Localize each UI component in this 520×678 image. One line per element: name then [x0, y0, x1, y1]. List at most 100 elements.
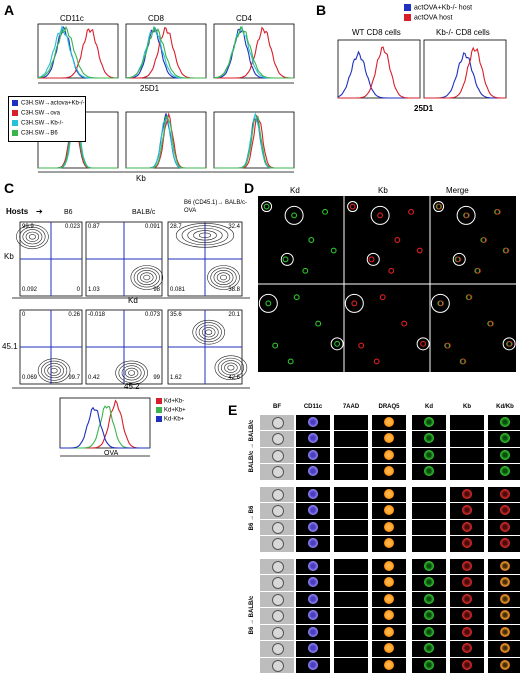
panel-e-image-cell: [296, 558, 330, 574]
panel-e-cell-signal: [500, 593, 510, 604]
panel-c-hist-xlabel: OVA: [104, 450, 119, 457]
panel-c-contour-ring: [124, 367, 139, 379]
panel-a-hist-line: [213, 25, 294, 79]
panel-d-cell: [293, 294, 300, 301]
legend-text: actOVA+Kb-/- host: [414, 4, 473, 12]
panel-e-cell-signal: [308, 643, 318, 654]
panel-e-image-cell: [260, 486, 294, 502]
panel-e-image-cell: [488, 486, 520, 502]
panel-e-cell-signal: [308, 521, 318, 532]
panel-e-cell-signal: [308, 449, 318, 460]
panel-e-cell-signal: [424, 466, 434, 477]
panel-e-image-cell: [450, 486, 484, 502]
panel-d-cell: [416, 247, 423, 254]
panel-e-label: E: [228, 402, 238, 418]
panel-e-image-cell: [450, 447, 484, 463]
panel-d-cell: [401, 320, 408, 327]
panel-c-contour-ring: [40, 360, 68, 381]
panel-e-image-cell: [334, 575, 368, 591]
panel-e-image-cell: [412, 464, 446, 480]
panel-c-quadrant-value: 0.073: [144, 312, 160, 318]
panel-e-cell-signal: [384, 449, 394, 460]
panel-e-image-cell: [450, 431, 484, 447]
panel-d-highlight-circle: [330, 337, 344, 351]
panel-d-highlight-circle: [430, 293, 450, 313]
panel-e-image-cell: [412, 641, 446, 657]
panel-e-image-cell: [372, 591, 406, 607]
panel-a-legend-item: C3H.SW→Kb-/-: [12, 120, 63, 127]
panel-e-image-cell: [488, 519, 520, 535]
legend-swatch: [404, 4, 411, 11]
panel-d-highlight-circle: [258, 293, 278, 313]
panel-e-image-cell: [334, 447, 368, 463]
panel-e-image-cell: [412, 558, 446, 574]
panel-e-cell-signal: [272, 593, 284, 606]
panel-d-cell: [358, 342, 365, 349]
panel-d-highlight-circle: [347, 201, 359, 213]
panel-c-contour-ring: [47, 365, 61, 376]
panel-e-image-cell: [450, 575, 484, 591]
panel-a-legend-item: C3H.SW→ova: [12, 110, 60, 117]
panel-c-title-chimera: B6 (CD45.1)→ BALB/c-OVA: [184, 200, 248, 214]
panel-e-image-cell: [334, 414, 368, 430]
panel-c-quadrant-value: 1.03: [88, 287, 100, 293]
legend-swatch: [12, 130, 18, 136]
panel-d-highlight-circle: [284, 205, 304, 225]
panel-e-cell-signal: [462, 577, 472, 588]
panel-e-cell-signal: [424, 626, 434, 637]
panel-a-hist-line: [214, 26, 294, 79]
panel-e-cell-signal: [462, 560, 472, 571]
panel-e-cell-signal: [462, 643, 472, 654]
panel-e-image-cell: [334, 657, 368, 673]
panel-e-image-cell: [412, 591, 446, 607]
panel-e-image-cell: [334, 431, 368, 447]
panel-c-quadrant-value: 99.7: [68, 375, 80, 381]
panel-b-title-wt: WT CD8 cells: [352, 28, 401, 37]
panel-e-cell-signal: [308, 416, 318, 427]
panel-c-contour-ring: [227, 365, 235, 371]
panel-e-col-title: CD11c: [303, 404, 323, 410]
panel-c-quadrant-value: 32.4: [228, 224, 240, 230]
panel-e-image-cell: [450, 464, 484, 480]
panel-c-contour-ring: [16, 224, 49, 250]
panel-c-contour-ring: [198, 324, 219, 340]
panel-d-cell: [322, 208, 329, 215]
panel-a-legend: C3H.SW→actova+Kb-/- C3H.SW→ova C3H.SW→Kb-/…: [8, 96, 86, 142]
panel-e-image-cell: [450, 641, 484, 657]
panel-e-image-cell: [488, 414, 520, 430]
panel-e-image-cell: [488, 447, 520, 463]
panel-d-highlight-circle: [433, 201, 445, 213]
panel-c-title-b6: B6: [64, 209, 73, 216]
panel-e-image-cell: [412, 431, 446, 447]
legend-text: C3H.SW→B6: [21, 130, 58, 137]
panel-d-cell-red: [481, 237, 487, 243]
legend-text: C3H.SW→ova: [21, 110, 61, 117]
legend-swatch: [404, 14, 411, 21]
panel-a-frame: [213, 111, 295, 169]
panel-c-contour-ring: [220, 274, 228, 281]
panel-e-cell-signal: [424, 449, 434, 460]
panel-e-image-cell: [372, 558, 406, 574]
panel-e-image-cell: [296, 536, 330, 552]
panel-e-image-cell: [372, 519, 406, 535]
panel-d-highlight-circle: [370, 205, 390, 225]
panel-c-hist-blue: [60, 406, 150, 449]
panel-e-image-cell: [260, 414, 294, 430]
panel-d-cell: [265, 300, 272, 307]
panel-c-contour-ring: [143, 274, 151, 281]
panel-c-quadrant-value: 99: [153, 375, 160, 381]
panel-e-image-cell: [372, 464, 406, 480]
panel-c-quadrant-value: 99.9: [22, 224, 34, 230]
panel-c-contour-ring: [181, 225, 229, 246]
panel-e-cell-signal: [462, 521, 472, 532]
legend-text: C3H.SW→Kb-/-: [21, 120, 64, 127]
panel-c-xlabel-kd: Kd: [128, 296, 138, 305]
panel-e-cell-signal: [272, 521, 284, 534]
panel-e-image-cell: [296, 447, 330, 463]
panel-e-image-cell: [372, 608, 406, 624]
panel-d-title-merge: Merge: [446, 186, 469, 195]
panel-c-contour-ring: [19, 226, 46, 247]
panel-e-image-cell: [296, 503, 330, 519]
